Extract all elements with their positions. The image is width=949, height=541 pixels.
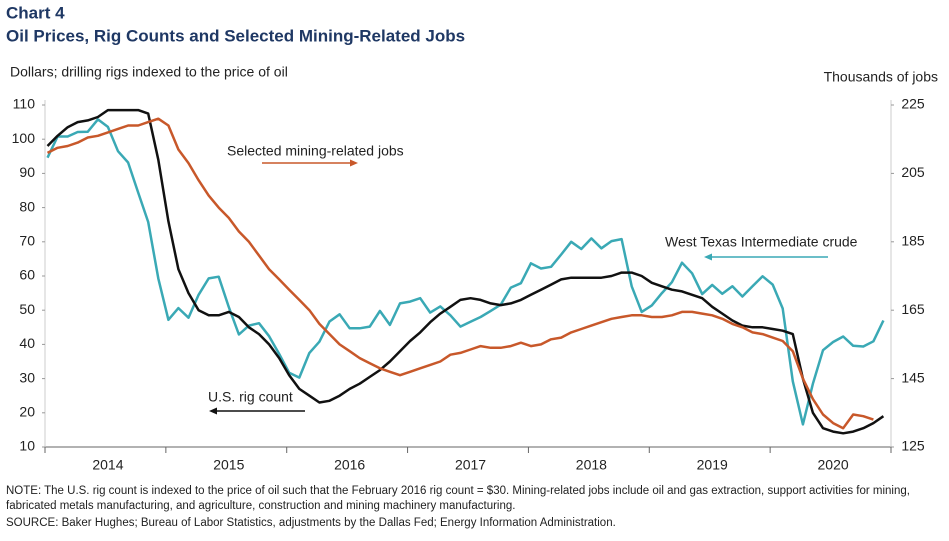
y-tick-label: 110 [13,96,36,112]
x-tick-label: 2017 [455,457,486,473]
y2-tick-label: 145 [901,369,925,385]
y-tick-label: 60 [19,267,35,283]
y-tick-label: 20 [19,404,35,420]
source: SOURCE: Baker Hughes; Bureau of Labor St… [6,517,616,529]
x-tick-label: 2014 [92,457,123,473]
y-tick-label: 100 [12,130,36,146]
y-tick-label: 40 [19,335,35,351]
series-line [46,118,885,426]
y2-tick-label: 205 [901,164,925,180]
x-tick-label: 2016 [334,457,365,473]
annotation-arrows [209,159,828,415]
chart-title: Oil Prices, Rig Counts and Selected Mini… [6,26,465,45]
y2-axis-label: Thousands of jobs [824,69,938,85]
y-tick-label: 80 [19,198,35,214]
y-tick-label: 30 [19,369,35,385]
x-tick-label: 2018 [576,457,607,473]
note: NOTE: The U.S. rig count is indexed to t… [6,485,910,512]
series-line [46,117,874,430]
x-tick-label: 2019 [697,457,728,473]
y-tick-label: 50 [19,301,35,317]
series-label: U.S. rig count [208,389,293,405]
y2-tick-label: 125 [901,438,925,454]
y2-tick-label: 225 [901,96,925,112]
y-tick-label: 10 [19,438,35,454]
series-label: Selected mining-related jobs [227,143,404,159]
chart-kicker: Chart 4 [6,3,65,22]
x-tick-label: 2020 [818,457,849,473]
y2-tick-label: 165 [901,301,925,317]
series-line [46,108,885,435]
footer: NOTE: The U.S. rig count is indexed to t… [6,485,910,529]
y-axis-label: Dollars; drilling rigs indexed to the pr… [10,64,288,80]
y-tick-label: 70 [19,233,35,249]
series-label: West Texas Intermediate crude [665,234,858,250]
y-tick-label: 90 [19,164,35,180]
x-tick-label: 2015 [213,457,244,473]
y2-tick-label: 185 [901,233,925,249]
